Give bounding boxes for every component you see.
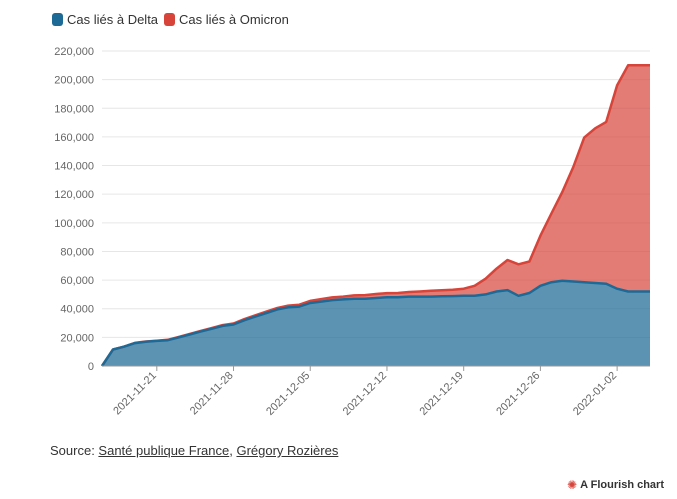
legend-item-delta[interactable]: Cas liés à Delta bbox=[52, 12, 158, 27]
legend-swatch-omicron bbox=[164, 13, 176, 26]
y-tick-label: 100,000 bbox=[54, 218, 94, 230]
x-tick-label: 2021-12-05 bbox=[264, 370, 312, 418]
x-tick-label: 2021-11-28 bbox=[188, 370, 236, 418]
y-tick-label: 160,000 bbox=[54, 132, 94, 144]
x-tick-label: 2021-11-21 bbox=[111, 370, 159, 418]
y-tick-label: 180,000 bbox=[54, 103, 94, 115]
source-note: Source: Santé publique France, Grégory R… bbox=[50, 443, 338, 458]
y-tick-label: 140,000 bbox=[54, 161, 94, 173]
legend-label-omicron: Cas liés à Omicron bbox=[179, 12, 289, 27]
y-tick-label: 40,000 bbox=[60, 304, 94, 316]
source-link-sante-publique-france[interactable]: Santé publique France bbox=[98, 443, 230, 458]
chart-areas bbox=[100, 64, 650, 367]
y-tick-label: 20,000 bbox=[60, 332, 94, 344]
legend-label-delta: Cas liés à Delta bbox=[67, 12, 159, 27]
flourish-credit[interactable]: ✺ A Flourish chart bbox=[567, 478, 664, 492]
y-tick-label: 0 bbox=[88, 361, 94, 373]
legend-item-omicron[interactable]: Cas liés à Omicron bbox=[164, 12, 289, 27]
area-chart: 0 20,000 40,000 60,000 80,000 100,000 120,000 1… bbox=[54, 46, 650, 418]
y-tick-label: 80,000 bbox=[60, 246, 94, 258]
chart-legend: Cas liés à Delta Cas liés à Omicron bbox=[52, 12, 295, 27]
delta-area bbox=[102, 280, 650, 366]
delta-line bbox=[100, 279, 650, 367]
x-tick-label: 2021-12-12 bbox=[341, 370, 389, 418]
x-tick-label: 2021-12-26 bbox=[494, 370, 542, 418]
source-link-gregory-rozieres[interactable]: Grégory Rozières bbox=[236, 443, 339, 458]
y-tick-label: 120,000 bbox=[54, 189, 94, 201]
y-tick-label: 220,000 bbox=[54, 46, 94, 58]
x-tick-label: 2021-12-19 bbox=[418, 370, 466, 418]
legend-swatch-delta bbox=[52, 13, 63, 26]
x-tick-label: 2022-01-02 bbox=[571, 370, 619, 418]
y-tick-label: 60,000 bbox=[60, 275, 94, 287]
flourish-credit-label: A Flourish chart bbox=[580, 479, 664, 491]
source-prefix: Source: bbox=[50, 443, 99, 458]
flourish-icon: ✺ bbox=[567, 478, 578, 492]
x-axis: 2021-11-21 2021-11-28 2021-12-05 2021-12-12… bbox=[102, 365, 650, 418]
omicron-area bbox=[102, 65, 650, 367]
y-axis: 0 20,000 40,000 60,000 80,000 100,000 120,000 1… bbox=[54, 46, 94, 373]
source-separator: , bbox=[229, 443, 237, 458]
y-tick-label: 200,000 bbox=[54, 75, 94, 87]
